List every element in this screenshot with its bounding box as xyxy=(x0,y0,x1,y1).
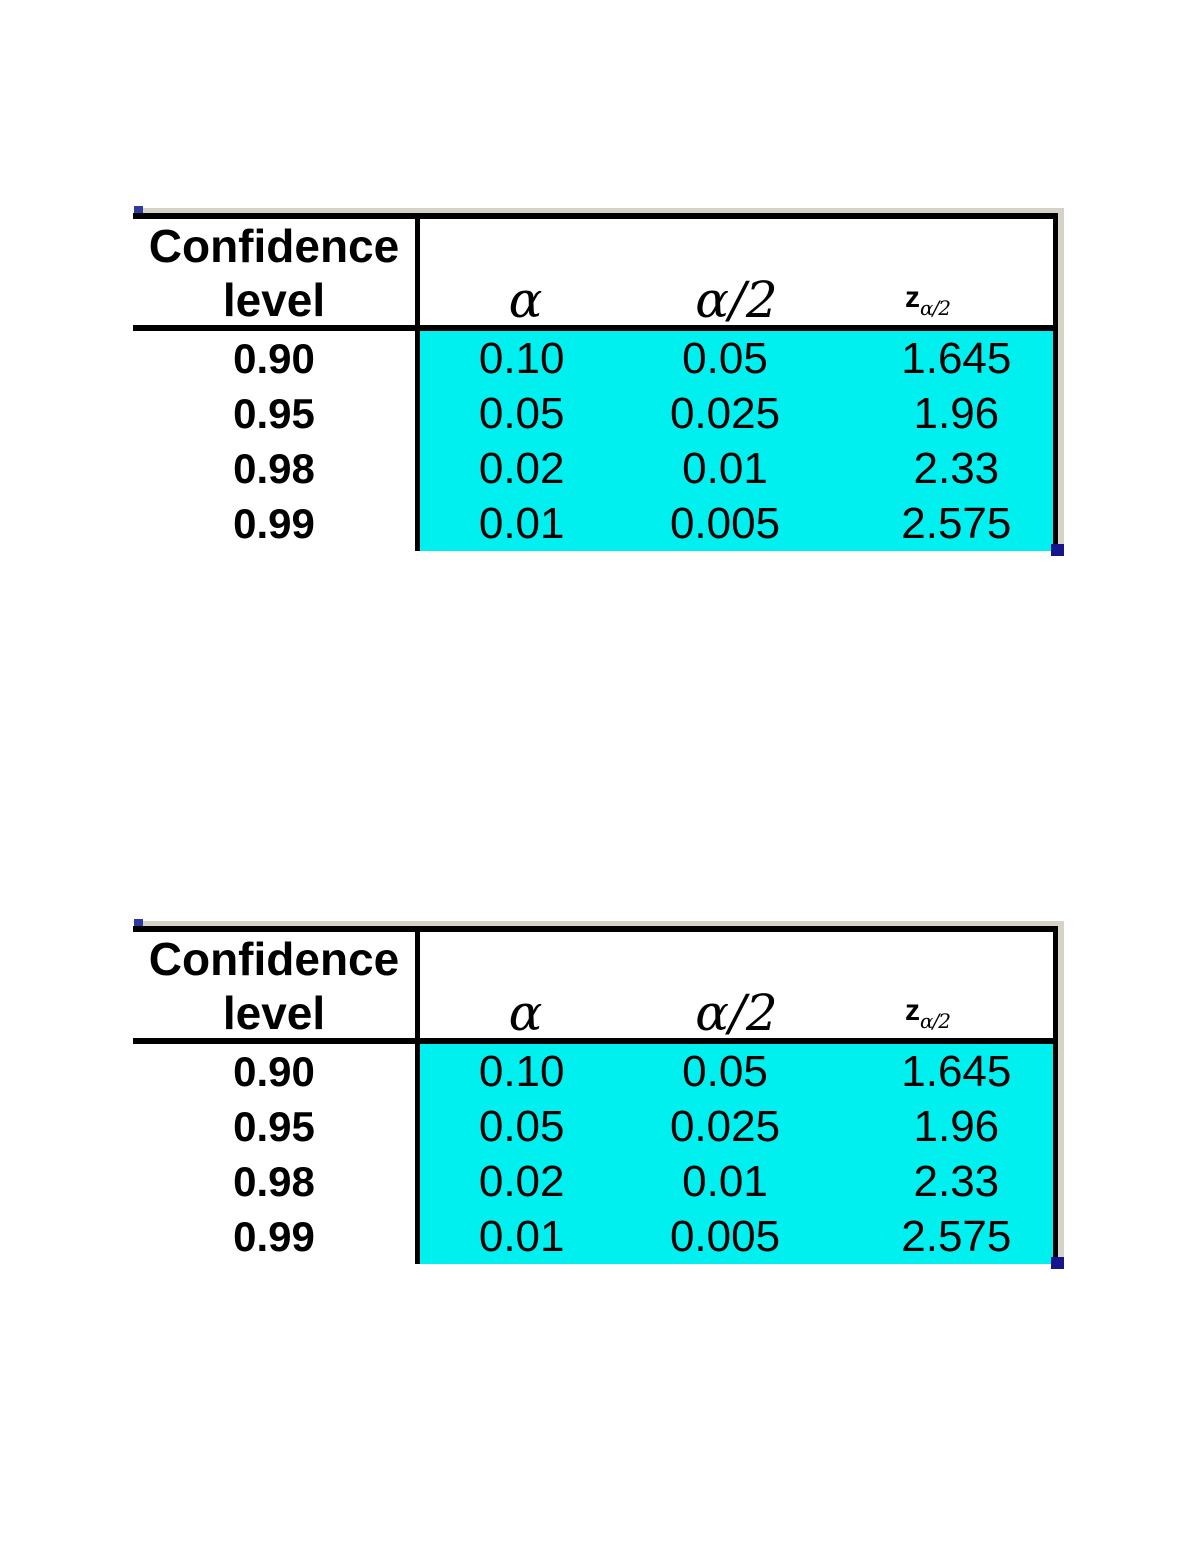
cell-confidence-level: 0.90 xyxy=(233,1047,315,1095)
cell-alpha: 0.01 xyxy=(478,498,565,548)
table-row: 0.95 0.05 0.025 1.96 xyxy=(133,386,1058,441)
corner-tick-top-left xyxy=(134,919,143,928)
cell-confidence-level: 0.95 xyxy=(233,389,315,437)
table-row: 0.98 0.02 0.01 2.33 xyxy=(133,441,1058,496)
header-confidence-line1: Confidence xyxy=(148,933,400,985)
cell-z-value: 2.575 xyxy=(901,1211,1012,1261)
cell-alpha-over-2: 0.025 xyxy=(669,388,781,438)
header-confidence-level: Confidence level xyxy=(133,933,415,1039)
corner-tick-bottom-right xyxy=(1051,1257,1064,1269)
table-row: 0.99 0.01 0.005 2.575 xyxy=(133,1209,1058,1264)
cell-alpha: 0.02 xyxy=(478,443,565,493)
header-alpha-over-2: α/2 xyxy=(695,271,778,329)
cell-z-value: 1.645 xyxy=(901,333,1012,383)
header-alpha-over-2: α/2 xyxy=(695,984,778,1042)
cell-confidence-level: 0.99 xyxy=(233,499,315,547)
cell-alpha-over-2: 0.005 xyxy=(669,498,781,548)
table-row: 0.90 0.10 0.05 1.645 xyxy=(133,331,1058,386)
header-z-alpha-over-2: zα/2 xyxy=(822,281,1033,326)
cell-alpha-over-2: 0.05 xyxy=(682,333,768,383)
cell-confidence-level: 0.95 xyxy=(233,1102,315,1150)
table-rows: 0.90 0.10 0.05 1.645 0.95 0.05 0.025 1.9… xyxy=(133,1044,1058,1264)
cell-confidence-level: 0.98 xyxy=(233,444,315,492)
cell-z-value: 1.96 xyxy=(913,388,1000,438)
table-row: 0.95 0.05 0.025 1.96 xyxy=(133,1099,1058,1154)
table-border-top xyxy=(133,213,1058,219)
table-outer-edge-right xyxy=(1058,213,1064,551)
table-row: 0.98 0.02 0.01 2.33 xyxy=(133,1154,1058,1209)
confidence-table-2: Confidence level α α/2 zα/2 0.90 0.10 0.… xyxy=(0,919,1200,1283)
cell-alpha: 0.10 xyxy=(478,333,565,383)
cell-z-value: 2.33 xyxy=(913,1156,1000,1206)
table-border-right xyxy=(1053,932,1058,1264)
cell-alpha: 0.02 xyxy=(478,1156,565,1206)
table-row: 0.90 0.10 0.05 1.645 xyxy=(133,1044,1058,1099)
table-row: 0.99 0.01 0.005 2.575 xyxy=(133,496,1058,551)
cell-alpha: 0.10 xyxy=(478,1046,565,1096)
corner-tick-top-left xyxy=(134,206,143,215)
header-greek-row: α α/2 zα/2 xyxy=(420,932,1053,1039)
table-border-top xyxy=(133,926,1058,932)
table-outer-edge-top xyxy=(136,208,1064,213)
cell-alpha-over-2: 0.01 xyxy=(682,443,768,493)
header-confidence-line2: level xyxy=(222,987,326,1039)
cell-alpha: 0.05 xyxy=(478,1101,565,1151)
header-underline xyxy=(133,325,1058,331)
cell-confidence-level: 0.99 xyxy=(233,1212,315,1260)
corner-tick-bottom-right xyxy=(1051,544,1064,556)
cell-alpha-over-2: 0.005 xyxy=(669,1211,781,1261)
cell-z-value: 1.96 xyxy=(913,1101,1000,1151)
z-symbol: z xyxy=(905,994,921,1027)
header-alpha: α xyxy=(508,271,543,329)
table-outer-edge-right xyxy=(1058,926,1064,1264)
header-greek-row: α α/2 zα/2 xyxy=(420,219,1053,326)
column-divider xyxy=(415,932,420,1264)
confidence-table-1: Confidence level α α/2 zα/2 0.90 0.10 0.… xyxy=(0,206,1200,570)
table-border-right xyxy=(1053,219,1058,551)
header-alpha: α xyxy=(508,984,543,1042)
highlight-region xyxy=(420,1044,1053,1264)
table-outer-edge-top xyxy=(136,921,1064,926)
header-z-alpha-over-2: zα/2 xyxy=(822,994,1033,1039)
cell-alpha-over-2: 0.025 xyxy=(669,1101,781,1151)
highlight-region xyxy=(420,331,1053,551)
cell-confidence-level: 0.90 xyxy=(233,334,315,382)
header-confidence-line1: Confidence xyxy=(148,220,400,272)
header-underline xyxy=(133,1038,1058,1044)
column-divider xyxy=(415,219,420,551)
cell-z-value: 2.33 xyxy=(913,443,1000,493)
header-confidence-level: Confidence level xyxy=(133,220,415,326)
cell-alpha-over-2: 0.05 xyxy=(682,1046,768,1096)
table-rows: 0.90 0.10 0.05 1.645 0.95 0.05 0.025 1.9… xyxy=(133,331,1058,551)
header-confidence-line2: level xyxy=(222,274,326,326)
cell-confidence-level: 0.98 xyxy=(233,1157,315,1205)
cell-alpha: 0.01 xyxy=(478,1211,565,1261)
cell-alpha: 0.05 xyxy=(478,388,565,438)
cell-z-value: 2.575 xyxy=(901,498,1012,548)
z-symbol: z xyxy=(905,281,921,314)
cell-alpha-over-2: 0.01 xyxy=(682,1156,768,1206)
cell-z-value: 1.645 xyxy=(901,1046,1012,1096)
z-subscript: α/2 xyxy=(920,296,951,320)
z-subscript: α/2 xyxy=(920,1009,951,1033)
